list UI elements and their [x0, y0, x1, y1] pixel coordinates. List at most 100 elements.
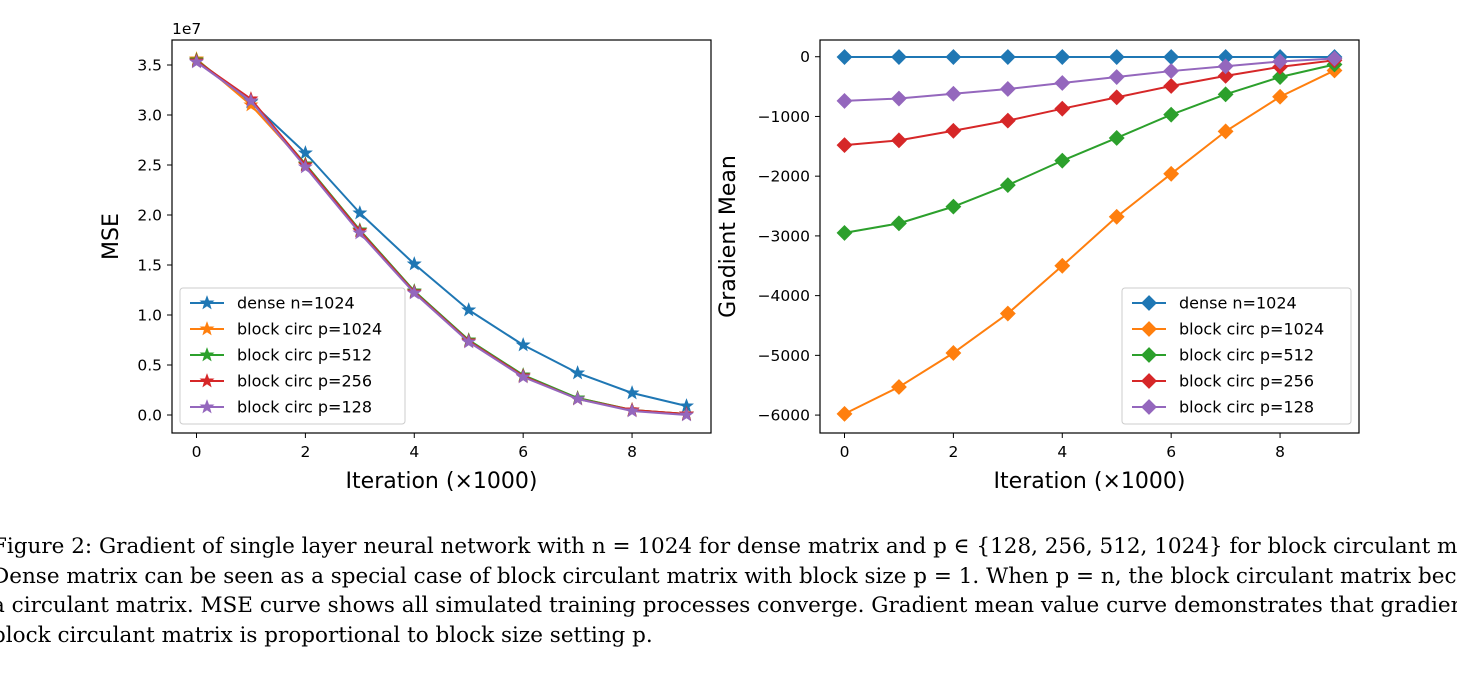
x-tick-label: 6	[518, 443, 528, 461]
series-0	[189, 53, 694, 413]
y-tick-label: 0.0	[137, 407, 162, 425]
y-tick-label: 3.0	[137, 107, 162, 125]
data-point	[999, 177, 1016, 194]
caption-line: Dense matrix can be seen as a special ca…	[0, 563, 1457, 589]
legend-marker	[1141, 373, 1157, 389]
series-line	[195, 61, 687, 416]
legend-label: block circ p=256	[237, 372, 372, 391]
data-point	[1163, 49, 1180, 65]
data-point	[891, 379, 907, 395]
series-line	[844, 57, 1335, 102]
data-point	[999, 112, 1016, 129]
x-tick-label: 2	[948, 443, 958, 461]
x-tick-label: 8	[627, 443, 637, 461]
legend-box	[179, 287, 406, 425]
data-point	[1163, 106, 1180, 123]
data-point	[297, 159, 313, 174]
legend-label: block circ p=512	[1179, 346, 1314, 365]
data-point	[1054, 75, 1071, 91]
data-point	[1326, 50, 1343, 67]
data-point	[352, 225, 368, 240]
data-point	[352, 205, 368, 220]
legend-marker	[1141, 321, 1157, 337]
legend-label: block circ p=1024	[237, 320, 382, 339]
caption-line: block circulant matrix is proportional t…	[0, 622, 653, 648]
figure-caption: Figure 2: Gradient of single layer neura…	[0, 532, 1457, 650]
data-point	[1163, 165, 1180, 182]
y-tick-label: −4000	[758, 287, 810, 305]
data-point	[297, 145, 313, 160]
x-tick-label: 2	[300, 443, 310, 461]
mse-chart: 0 2 4 6 8 0.0 0.5 1.0 1.5 2.0 2.5 3.0 3.5 1e7 Iteratio…	[99, 20, 712, 494]
legend-marker	[199, 295, 215, 310]
data-point	[515, 369, 531, 384]
data-point	[679, 407, 694, 422]
legend-box	[1121, 287, 1352, 425]
series-4	[189, 54, 694, 422]
legend-marker	[199, 347, 215, 362]
data-point	[999, 81, 1016, 97]
legend-marker	[1141, 347, 1157, 363]
data-point	[624, 385, 640, 400]
data-point	[243, 97, 259, 112]
x-tick-label: 0	[192, 443, 202, 461]
series-2	[836, 56, 1343, 241]
y-tick-label: −6000	[758, 407, 810, 425]
data-point	[945, 49, 962, 65]
y-tick-label: 0	[800, 48, 810, 66]
legend: dense n=1024 block circ p=1024 block circ …	[1121, 287, 1352, 425]
data-point	[1272, 69, 1288, 85]
data-point	[1217, 58, 1234, 75]
series-line	[844, 59, 1335, 147]
y-axis-label: MSE	[99, 213, 124, 260]
data-point	[461, 302, 477, 317]
data-point	[945, 345, 962, 361]
data-point	[1272, 53, 1288, 70]
legend-label: block circ p=128	[1179, 398, 1314, 417]
data-point	[891, 49, 907, 65]
data-point	[891, 132, 907, 149]
y-tick-label: 1.0	[137, 307, 162, 325]
legend-label: block circ p=512	[237, 346, 372, 365]
data-point	[1108, 89, 1125, 106]
x-tick-label: 6	[1166, 443, 1176, 461]
y-tick-label: 2.5	[137, 157, 162, 175]
legend-marker	[1141, 295, 1157, 311]
data-point	[624, 403, 640, 418]
data-point	[515, 337, 531, 352]
data-point	[836, 405, 853, 422]
y-tick-label: −5000	[758, 347, 810, 365]
y-tick-label: −3000	[758, 227, 810, 245]
data-point	[836, 92, 853, 109]
data-point	[945, 85, 962, 102]
y-tick-label: −1000	[758, 108, 810, 126]
data-point	[1108, 130, 1125, 146]
series-line	[844, 63, 1335, 234]
gradient-mean-chart: 0 2 4 6 8 0 −1000 −2000 −3000 −4000 −5000 −6000 Iter…	[716, 39, 1360, 494]
plot-frame	[171, 39, 712, 434]
y-tick-label: 0.5	[137, 357, 162, 375]
y-tick-label: 3.5	[137, 57, 162, 75]
legend-marker	[1141, 399, 1157, 415]
figure: 0 2 4 6 8 0.0 0.5 1.0 1.5 2.0 2.5 3.0 3.5 1e7 Iteratio…	[99, 20, 1360, 494]
legend-marker	[199, 321, 215, 336]
data-point	[189, 54, 204, 69]
data-point	[243, 93, 259, 108]
data-point	[1217, 86, 1234, 103]
data-point	[1054, 257, 1071, 274]
series-4	[836, 50, 1343, 109]
data-point	[999, 305, 1016, 322]
data-point	[836, 49, 853, 65]
data-point	[461, 334, 477, 349]
x-tick-label: 4	[1057, 443, 1067, 461]
series-3	[836, 52, 1343, 154]
data-point	[1217, 67, 1234, 84]
plot-frame	[819, 39, 1360, 434]
data-point	[1108, 208, 1125, 225]
data-point	[1108, 69, 1125, 85]
data-point	[1217, 123, 1234, 140]
data-point	[1163, 63, 1180, 79]
legend-label: block circ p=128	[237, 398, 372, 417]
series-line	[844, 69, 1335, 415]
data-point	[1108, 49, 1125, 65]
